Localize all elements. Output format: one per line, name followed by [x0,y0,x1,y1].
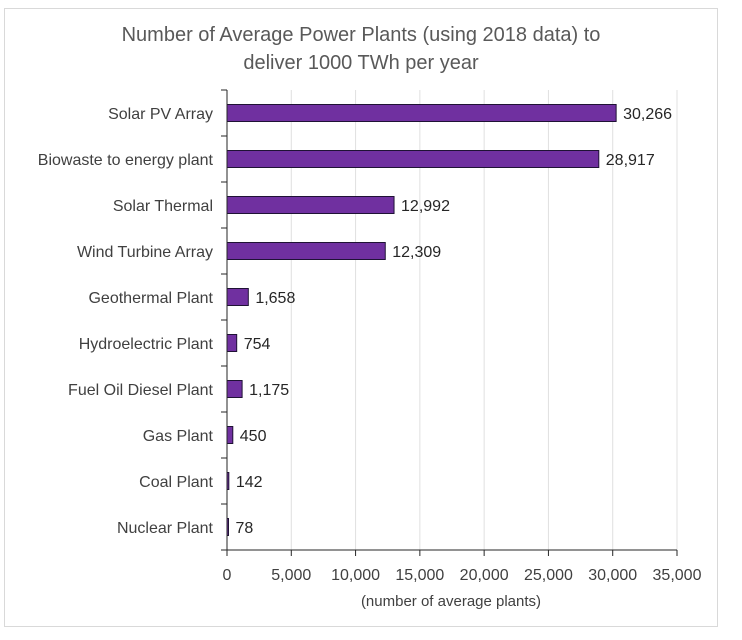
chart-frame: Number of Average Power Plants (using 20… [4,8,718,627]
category-label-5: Hydroelectric Plant [79,336,214,353]
category-label-9: Nuclear Plant [117,520,214,537]
chart-title: Number of Average Power Plants (using 20… [122,24,601,74]
category-label-3: Wind Turbine Array [77,244,213,261]
bar-chart: Number of Average Power Plants (using 20… [38,24,702,610]
x-tick-label-1: 5,000 [271,567,311,584]
x-tick-label-5: 25,000 [524,567,573,584]
x-tick-label-0: 0 [223,567,232,584]
chart-title-line-1: Number of Average Power Plants (using 20… [122,24,601,46]
data-label-5: 754 [244,336,271,353]
chart-title-line-2: deliver 1000 TWh per year [243,52,479,74]
category-label-2: Solar Thermal [113,198,213,215]
bar-7 [226,426,234,444]
bar-5 [226,334,238,352]
category-label-4: Geothermal Plant [88,290,213,307]
bar-4 [226,288,249,306]
bar-6 [226,380,243,398]
bar-1 [226,150,600,168]
bar-3 [226,242,386,260]
data-label-1: 28,917 [606,152,655,169]
x-axis-title: (number of average plants) [361,593,541,610]
data-label-7: 450 [240,428,267,445]
x-tick-label-4: 20,000 [460,567,509,584]
data-label-4: 1,658 [255,290,295,307]
data-label-9: 78 [236,520,254,537]
category-label-8: Coal Plant [139,474,213,491]
data-label-0: 30,266 [623,106,672,123]
x-tick-label-7: 35,000 [653,567,702,584]
axes [221,89,678,556]
category-label-7: Gas Plant [143,428,214,445]
category-label-6: Fuel Oil Diesel Plant [68,382,214,399]
x-tick-label-3: 15,000 [395,567,444,584]
data-label-3: 12,309 [392,244,441,261]
bar-0 [226,104,617,122]
x-tick-label-2: 10,000 [331,567,380,584]
labels: 0 5,000 10,000 15,000 20,000 25,000 30,000 35,0… [38,106,702,584]
category-label-1: Biowaste to energy plant [38,152,214,169]
data-label-6: 1,175 [249,382,289,399]
data-label-2: 12,992 [401,198,450,215]
data-label-8: 142 [236,474,263,491]
bar-2 [226,196,395,214]
category-label-0: Solar PV Array [108,106,213,123]
x-tick-label-6: 30,000 [588,567,637,584]
bars [226,104,617,536]
